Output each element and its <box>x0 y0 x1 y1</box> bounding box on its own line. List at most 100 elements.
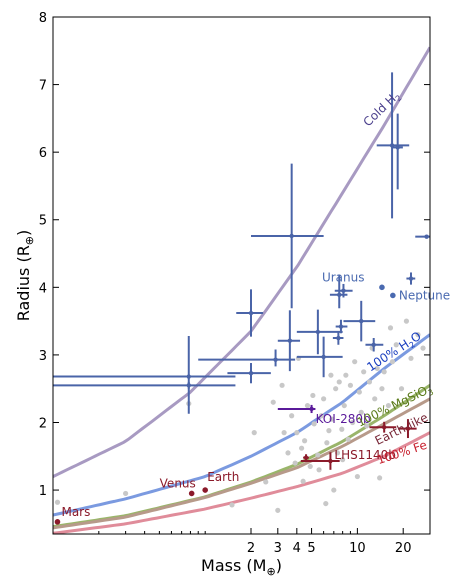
x-tick-label: 3 <box>274 541 282 556</box>
background-point <box>364 423 370 429</box>
background-point <box>123 490 129 497</box>
planet-label-0: Mars <box>61 505 90 519</box>
background-point <box>408 355 414 361</box>
measured-planet <box>296 336 343 378</box>
background-point <box>54 499 61 505</box>
x-tick-label: 20 <box>395 541 412 556</box>
curve-label-sub-1: 2 <box>408 340 417 350</box>
measured-planet <box>365 338 384 352</box>
background-point <box>377 475 383 481</box>
measured-planet <box>236 289 264 337</box>
y-tick-label: 3 <box>39 349 47 364</box>
measured-planet <box>53 381 236 389</box>
background-point <box>304 402 311 409</box>
x-axis-title: Mass (M⊕) <box>201 556 282 578</box>
measured-planet <box>251 163 324 309</box>
background-point <box>251 430 257 436</box>
measured-planet <box>335 319 348 334</box>
highlight-point-0 <box>277 404 316 414</box>
background-point <box>343 372 349 378</box>
background-point <box>310 392 316 399</box>
solar-system-planets: Mars Venus Earth Uranus Neptune <box>54 270 450 525</box>
highlight-point-1 <box>300 452 340 470</box>
background-point <box>379 386 385 392</box>
planet-point-2 <box>202 487 208 493</box>
background-point <box>334 450 341 456</box>
background-point <box>403 318 410 324</box>
y-axis-ticks: 1 2 3 4 5 6 7 8 <box>39 11 430 499</box>
curve-0 <box>53 46 430 478</box>
background-point <box>398 386 405 392</box>
background-point <box>333 386 339 392</box>
planet-label-2: Earth <box>207 470 239 484</box>
background-point <box>374 365 380 372</box>
curve-label-sub-2: 3 <box>427 387 436 397</box>
highlight-label-1: LHS1140b <box>334 448 395 462</box>
x-axis-title-sub: ⊕ <box>266 565 275 578</box>
background-point <box>381 369 387 375</box>
background-point <box>281 430 287 436</box>
background-point <box>347 382 354 388</box>
background-point <box>356 389 362 395</box>
background-point <box>389 359 396 365</box>
highlight-point-3 <box>398 419 417 439</box>
measured-planet <box>343 300 376 342</box>
background-point <box>318 413 324 419</box>
background-point <box>415 332 421 338</box>
planet-point-1 <box>188 490 195 497</box>
background-point <box>316 467 322 473</box>
measured-planet <box>53 335 236 414</box>
measured-planet <box>198 349 296 367</box>
composition-curves <box>53 46 430 534</box>
background-point <box>349 419 356 426</box>
highlighted-planets: KOI-280b LHS1140b <box>277 404 417 470</box>
background-point <box>336 379 342 385</box>
y-tick-label: 2 <box>39 416 47 431</box>
background-point <box>387 325 394 331</box>
background-point <box>372 396 378 402</box>
background-point <box>275 507 281 513</box>
background-point <box>302 438 308 444</box>
background-point <box>393 342 399 348</box>
measured-planets <box>53 72 430 414</box>
background-point <box>292 460 298 466</box>
background-point <box>366 379 373 385</box>
measured-planet <box>227 363 271 384</box>
curve-label-main-1: 100% H <box>364 337 411 374</box>
background-point <box>321 396 327 402</box>
plot-frame <box>52 16 431 535</box>
x-axis-title-close: ) <box>276 556 282 575</box>
curve-4 <box>53 431 430 534</box>
background-point <box>352 359 358 365</box>
measured-planet <box>415 234 430 239</box>
x-tick-label: 2 <box>247 541 255 556</box>
background-point <box>299 445 305 451</box>
y-tick-label: 8 <box>39 11 47 26</box>
planet-point-0 <box>54 519 61 525</box>
y-tick-label: 6 <box>39 146 47 161</box>
background-point <box>270 399 276 405</box>
measured-planet <box>334 283 353 298</box>
background-point <box>361 369 367 375</box>
background-point <box>385 402 392 409</box>
y-axis-title-close: ) <box>14 230 33 236</box>
x-tick-label: 5 <box>307 541 315 556</box>
x-axis-ticks: 2 3 4 5 10 20 <box>52 528 431 556</box>
curve-3 <box>53 397 430 530</box>
highlight-label-0: KOI-280b <box>316 412 371 426</box>
curve-label-sub-0: 2 <box>394 93 404 103</box>
background-point <box>300 478 306 484</box>
x-tick-label: 10 <box>349 541 366 556</box>
background-point <box>331 487 337 493</box>
x-tick-label: 4 <box>293 541 301 556</box>
y-tick-label: 5 <box>39 214 47 229</box>
background-point <box>294 430 300 436</box>
background-point <box>341 402 347 409</box>
background-point <box>358 409 364 415</box>
planet-point-4 <box>390 292 396 299</box>
background-point <box>285 450 291 456</box>
planet-point-3 <box>379 284 385 291</box>
background-point <box>345 436 351 442</box>
